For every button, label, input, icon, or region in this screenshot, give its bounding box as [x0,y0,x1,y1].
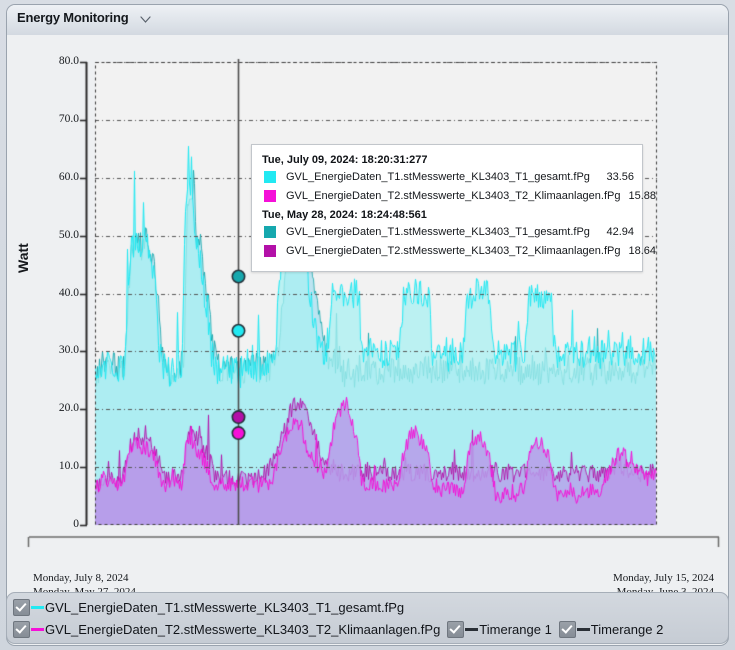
legend-item[interactable]: Timerange 2 [558,620,664,638]
legend-line-swatch-icon [31,605,44,609]
tooltip-group-header: Tue, May 28, 2024: 18:24:48:561 [262,209,427,221]
x-axis-start-timerange1: Monday, July 8, 2024 [33,572,129,584]
legend-row-2: GVL_EnergieDaten_T2.stMesswerte_KL3403_T… [13,618,722,640]
tooltip-series-name: GVL_EnergieDaten_T1.stMesswerte_KL3403_T… [286,171,590,183]
window-tabbar: Energy Monitoring [7,5,728,36]
tooltip-color-swatch-icon [264,190,276,202]
legend-line-swatch-icon [465,627,479,631]
legend-checkbox[interactable] [558,620,576,638]
chart-panel[interactable]: Watt 0 10.0 20.0 30.0 40.0 50.0 60.0 70.0 80.0 M… [7,35,728,598]
legend-line-swatch-icon [576,627,590,631]
legend-item-label: GVL_EnergieDaten_T1.stMesswerte_KL3403_T… [45,599,405,615]
chart-tooltip: Tue, July 09, 2024: 18:20:31:277 GVL_Ener… [251,144,656,272]
chart-legend[interactable]: GVL_EnergieDaten_T1.stMesswerte_KL3403_T… [6,592,729,644]
legend-item[interactable]: GVL_EnergieDaten_T2.stMesswerte_KL3403_T… [13,620,441,638]
tooltip-row: GVL_EnergieDaten_T1.stMesswerte_KL3403_T… [260,171,634,183]
y-tick-label: 60.0 [58,170,79,183]
y-tick-label: 70.0 [58,112,79,125]
y-tick-label: 20.0 [58,402,79,415]
legend-line-swatch-icon [31,627,44,631]
tooltip-series-value: 15.88 [628,190,657,202]
page-title: Energy Monitoring [17,10,129,25]
y-axis-ticks: 0 10.0 20.0 30.0 40.0 50.0 60.0 70.0 80.0 [21,35,79,535]
legend-row-1: GVL_EnergieDaten_T1.stMesswerte_KL3403_T… [13,596,722,618]
tooltip-row: GVL_EnergieDaten_T2.stMesswerte_KL3403_T… [260,190,656,202]
tooltip-series-name: GVL_EnergieDaten_T1.stMesswerte_KL3403_T… [286,226,590,238]
chevron-down-icon[interactable] [140,16,151,23]
legend-checkbox[interactable] [447,620,465,638]
x-axis-end-timerange1: Monday, July 15, 2024 [612,572,714,584]
tooltip-color-swatch-icon [264,171,276,183]
chart-window: Energy Monitoring Watt 0 10.0 20.0 30.0 40.0… [6,4,729,646]
legend-checkbox[interactable] [13,598,30,616]
y-tick-label: 40.0 [58,286,79,299]
tooltip-series-name: GVL_EnergieDaten_T2.stMesswerte_KL3403_T… [286,245,621,257]
y-tick-label: 30.0 [58,344,79,357]
legend-item-label: GVL_EnergieDaten_T2.stMesswerte_KL3403_T… [45,621,441,637]
chart-plot-canvas[interactable] [7,35,728,591]
tooltip-series-name: GVL_EnergieDaten_T2.stMesswerte_KL3403_T… [286,190,621,202]
y-tick-label: 80.0 [58,55,79,67]
y-tick-label: 50.0 [58,228,79,241]
y-tick-label: 0 [73,518,79,530]
legend-checkbox[interactable] [13,620,30,638]
y-tick-label: 10.0 [58,460,79,473]
tooltip-series-value: 33.56 [606,171,634,183]
tooltip-series-value: 18.64 [628,245,657,257]
tooltip-color-swatch-icon [264,245,276,257]
legend-item[interactable]: Timerange 1 [447,620,552,638]
legend-item[interactable]: GVL_EnergieDaten_T1.stMesswerte_KL3403_T… [13,598,405,616]
legend-item-label: Timerange 2 [590,621,664,637]
tooltip-row: GVL_EnergieDaten_T2.stMesswerte_KL3403_T… [260,245,656,257]
legend-item-label: Timerange 1 [479,621,552,637]
tooltip-series-value: 42.94 [606,226,634,238]
tooltip-row: GVL_EnergieDaten_T1.stMesswerte_KL3403_T… [260,226,634,238]
tooltip-color-swatch-icon [264,226,276,238]
tooltip-group-header: Tue, July 09, 2024: 18:20:31:277 [262,154,428,166]
